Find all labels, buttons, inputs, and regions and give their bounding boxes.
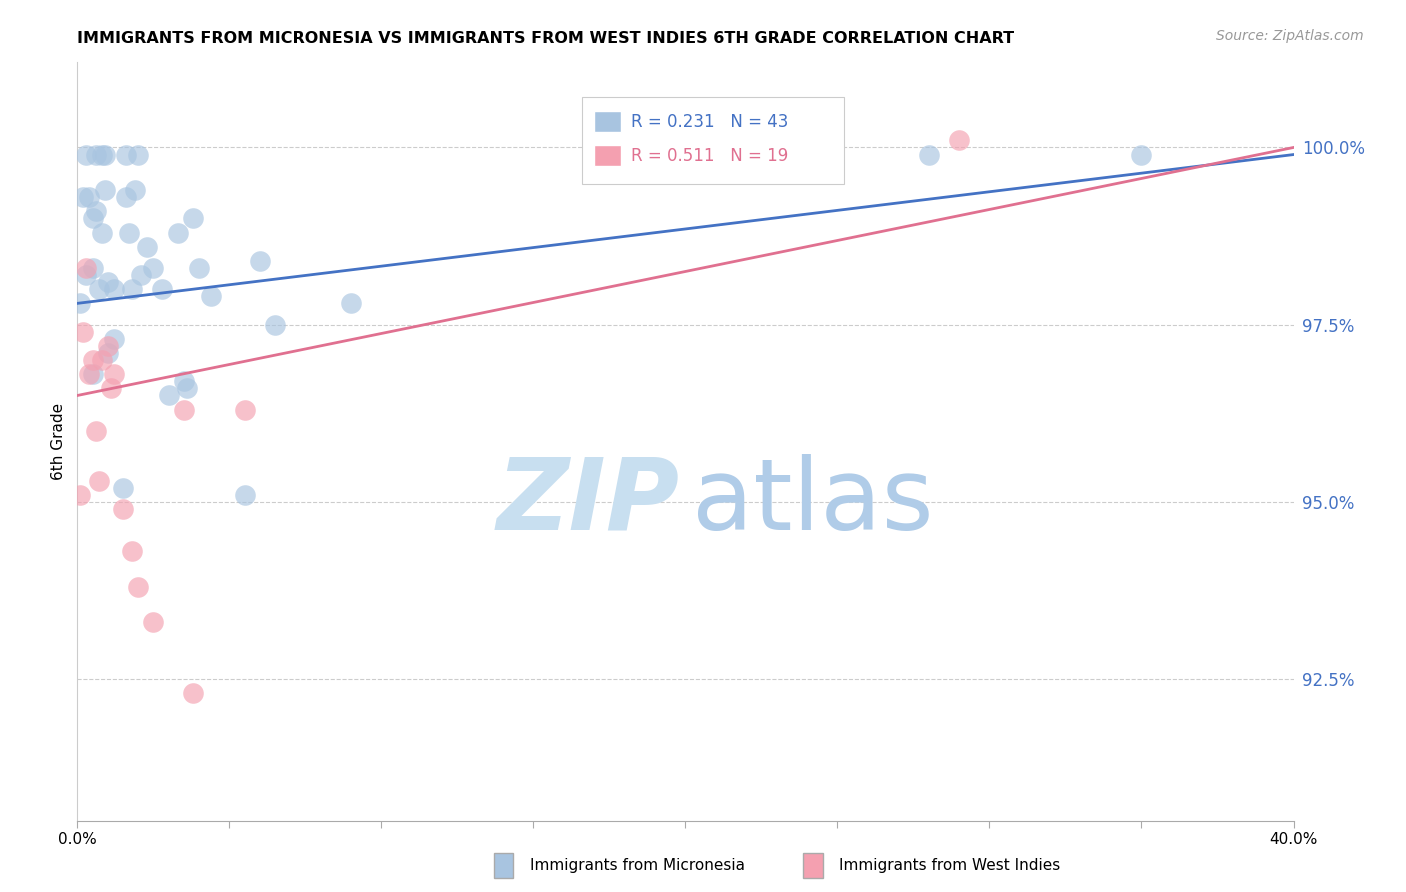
Point — [93, 183, 115, 197]
Point — [233, 402, 256, 417]
FancyBboxPatch shape — [595, 111, 621, 132]
Point — [72, 325, 94, 339]
Point — [340, 296, 363, 310]
Text: Source: ZipAtlas.com: Source: ZipAtlas.com — [1216, 29, 1364, 43]
Point — [121, 544, 143, 558]
Point — [103, 368, 125, 382]
Point — [82, 368, 104, 382]
Point — [84, 424, 107, 438]
Point — [124, 183, 146, 197]
Point — [136, 240, 159, 254]
FancyBboxPatch shape — [582, 96, 844, 184]
Text: IMMIGRANTS FROM MICRONESIA VS IMMIGRANTS FROM WEST INDIES 6TH GRADE CORRELATION : IMMIGRANTS FROM MICRONESIA VS IMMIGRANTS… — [77, 31, 1015, 46]
Point — [84, 204, 107, 219]
Point — [121, 282, 143, 296]
Point — [173, 374, 195, 388]
Point — [69, 488, 91, 502]
Text: Immigrants from West Indies: Immigrants from West Indies — [839, 858, 1060, 872]
Point — [103, 332, 125, 346]
Point — [115, 190, 138, 204]
FancyBboxPatch shape — [595, 145, 621, 166]
Point — [166, 226, 188, 240]
Point — [97, 275, 120, 289]
Point — [181, 686, 204, 700]
Point — [249, 253, 271, 268]
Point — [75, 147, 97, 161]
Point — [79, 190, 101, 204]
Text: R = 0.231   N = 43: R = 0.231 N = 43 — [631, 112, 789, 130]
Y-axis label: 6th Grade: 6th Grade — [51, 403, 66, 480]
Point — [948, 133, 970, 147]
Point — [115, 147, 138, 161]
Point — [69, 296, 91, 310]
Point — [200, 289, 222, 303]
Point — [264, 318, 287, 332]
Point — [84, 147, 107, 161]
Point — [233, 488, 256, 502]
Point — [97, 339, 120, 353]
Point — [142, 260, 165, 275]
Point — [181, 211, 204, 226]
Point — [152, 282, 174, 296]
Point — [103, 282, 125, 296]
Point — [111, 501, 134, 516]
Point — [90, 147, 112, 161]
Point — [93, 147, 115, 161]
Point — [87, 282, 110, 296]
Point — [127, 580, 149, 594]
Point — [127, 147, 149, 161]
Point — [129, 268, 152, 282]
Point — [118, 226, 141, 240]
Point — [82, 353, 104, 368]
Text: atlas: atlas — [692, 454, 934, 550]
Point — [1130, 147, 1153, 161]
Point — [188, 260, 211, 275]
Point — [100, 381, 122, 395]
Point — [82, 211, 104, 226]
Text: R = 0.511   N = 19: R = 0.511 N = 19 — [631, 146, 787, 165]
Point — [173, 402, 195, 417]
Point — [90, 353, 112, 368]
Point — [79, 368, 101, 382]
Point — [87, 474, 110, 488]
Point — [176, 381, 198, 395]
Point — [75, 268, 97, 282]
Point — [97, 346, 120, 360]
Point — [75, 260, 97, 275]
Point — [72, 190, 94, 204]
Point — [90, 226, 112, 240]
Text: ZIP: ZIP — [496, 454, 679, 550]
Point — [142, 615, 165, 630]
Text: Immigrants from Micronesia: Immigrants from Micronesia — [530, 858, 745, 872]
Point — [111, 481, 134, 495]
Point — [82, 260, 104, 275]
Point — [157, 388, 180, 402]
Point — [918, 147, 941, 161]
